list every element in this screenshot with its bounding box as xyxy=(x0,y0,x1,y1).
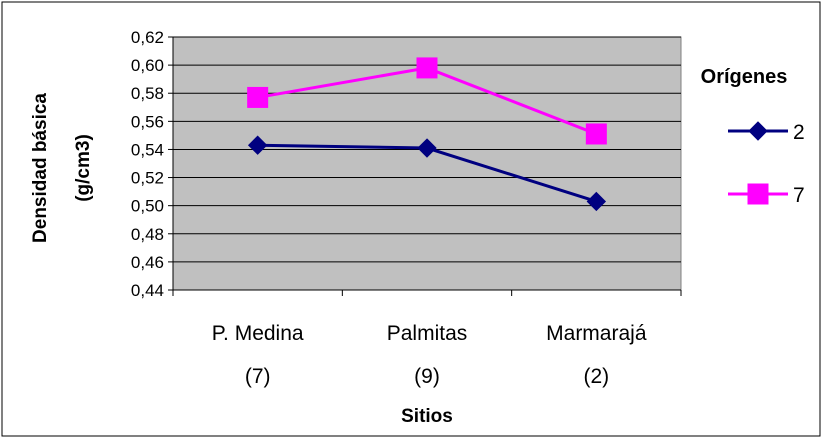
y-tick-labels: 0,44 0,46 0,48 0,50 0,52 0,54 0,56 0,58 0,60 0,62 xyxy=(131,28,164,300)
legend: Orígenes 27 xyxy=(701,66,805,207)
y-tick-label: 0,46 xyxy=(131,253,164,272)
x-category-label: Marmarajá xyxy=(546,322,647,345)
data-point xyxy=(417,138,437,158)
y-tick-label: 0,60 xyxy=(131,56,164,75)
y-axis-title-line1: Densidad básica xyxy=(30,93,51,243)
data-point xyxy=(247,86,269,108)
legend-title: Orígenes xyxy=(701,66,788,88)
y-tick-label: 0,54 xyxy=(131,140,164,159)
x-category-labels: P. Medina (7) Palmitas (9) Marmarajá (2) xyxy=(212,322,647,388)
y-tick-label: 0,48 xyxy=(131,225,164,244)
legend-items: 27 xyxy=(728,121,805,207)
y-tick-label: 0,44 xyxy=(131,281,164,300)
y-tick-label: 0,58 xyxy=(131,84,164,103)
x-category-label: (2) xyxy=(583,365,609,388)
legend-label: 2 xyxy=(793,121,805,144)
y-axis-title-line2: (g/cm3) xyxy=(73,134,94,202)
legend-marker xyxy=(748,121,768,141)
data-point xyxy=(586,191,607,212)
series-7 xyxy=(247,57,607,145)
x-category-label: P. Medina xyxy=(212,322,304,345)
y-tick-label: 0,50 xyxy=(131,197,164,216)
y-tick-label: 0,56 xyxy=(131,112,164,131)
series-2 xyxy=(247,135,607,212)
y-tick-label: 0,52 xyxy=(131,169,164,188)
legend-label: 7 xyxy=(793,184,805,207)
data-point xyxy=(247,135,268,155)
data-point xyxy=(416,57,438,79)
plot-area xyxy=(172,36,682,291)
y-tick-label: 0,62 xyxy=(131,28,164,47)
legend-item-7: 7 xyxy=(728,183,805,207)
legend-item-2: 2 xyxy=(728,121,805,144)
x-category-label: (9) xyxy=(414,365,440,388)
legend-marker xyxy=(747,183,769,205)
axes xyxy=(168,36,682,296)
series xyxy=(247,57,607,212)
data-point xyxy=(585,123,607,145)
x-category-label: (7) xyxy=(245,365,271,388)
x-category-label: Palmitas xyxy=(387,322,468,345)
x-axis-title: Sitios xyxy=(401,406,453,427)
